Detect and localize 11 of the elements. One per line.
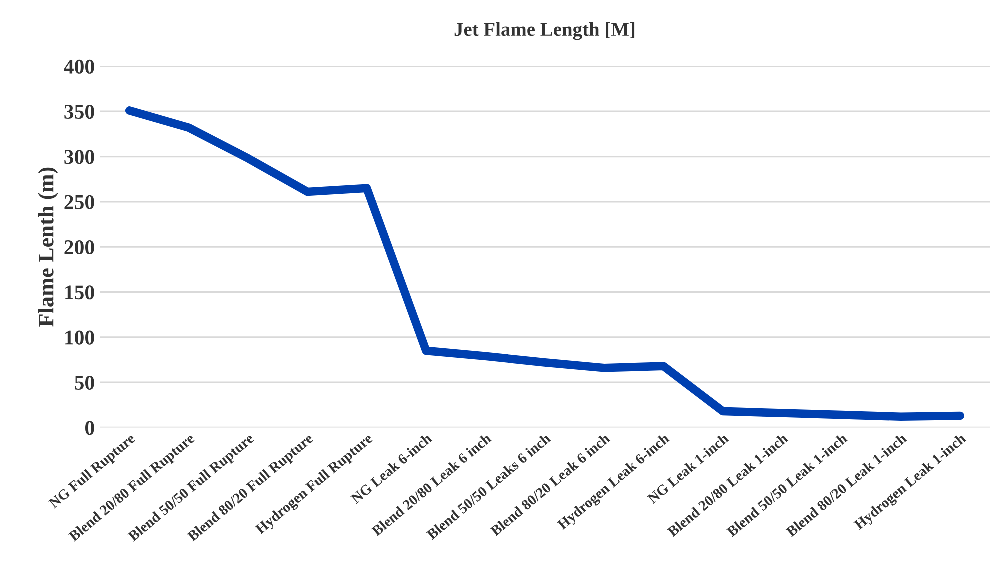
y-tick-label: 350 bbox=[64, 105, 94, 120]
chart-title: Jet Flame Length [M] bbox=[454, 22, 635, 40]
y-tick-label: 50 bbox=[75, 376, 94, 390]
y-tick-label: 250 bbox=[64, 195, 94, 210]
y-tick-label: 0 bbox=[86, 421, 94, 436]
y-axis-title: Flame Lenth (m) bbox=[38, 168, 58, 327]
y-tick-label: 150 bbox=[66, 286, 94, 300]
y-tick-label: 400 bbox=[64, 60, 94, 74]
y-tick-label: 300 bbox=[64, 150, 94, 164]
y-tick-label: 200 bbox=[64, 240, 94, 255]
y-tick-label: 100 bbox=[66, 330, 94, 345]
